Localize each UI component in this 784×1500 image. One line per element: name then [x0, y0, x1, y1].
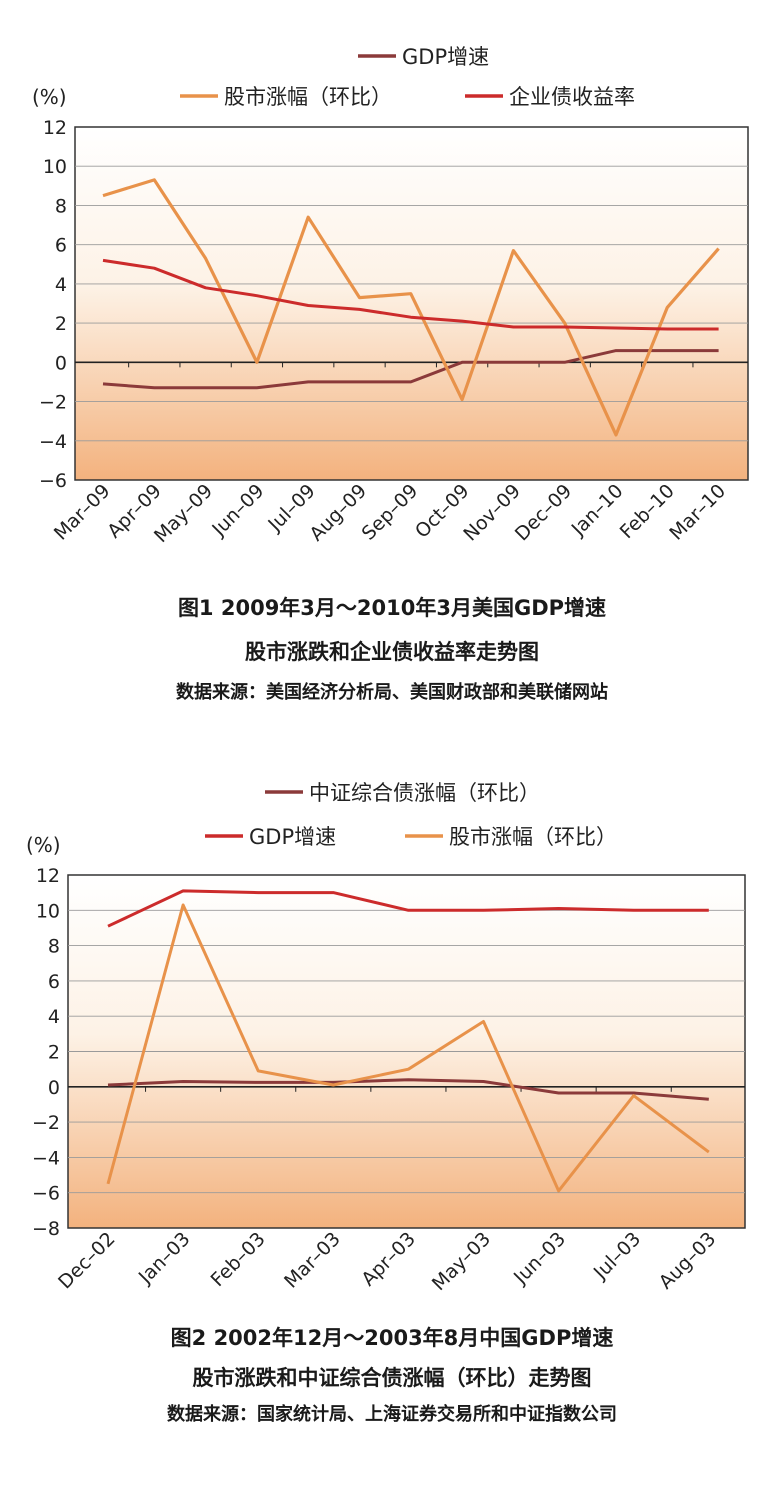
chart-2-caption-source: 数据来源：国家统计局、上海证券交易所和中证指数公司: [167, 1404, 617, 1425]
series-line: [107, 1078, 709, 1101]
x-tick-label: Aug–03: [655, 1228, 721, 1294]
y-tick-label: 8: [48, 936, 60, 958]
chart-2-caption-line1: 图2 2002年12月～2003年8月中国GDP增速: [170, 1326, 614, 1350]
chart-1-caption-source: 数据来源：美国经济分析局、美国财政部和美联储网站: [176, 682, 608, 703]
legend-label: 股市涨幅（环比）: [449, 825, 617, 849]
chart-1: 121086420−2−4−6Mar–09Apr–09May–09Jun–09J…: [32, 45, 749, 547]
legend-label: 中证综合债涨幅（环比）: [309, 781, 540, 805]
x-tick-label: Feb–03: [207, 1228, 270, 1291]
legend-label: GDP增速: [249, 825, 336, 849]
y-tick-label: 6: [55, 235, 67, 257]
y-tick-label: 4: [55, 274, 67, 296]
y-tick-label: 2: [48, 1042, 60, 1064]
y-tick-label: −2: [39, 392, 67, 414]
y-tick-label: −8: [32, 1218, 60, 1240]
chart-1-caption-line1: 图1 2009年3月～2010年3月美国GDP增速: [177, 596, 607, 620]
x-tick-label: Apr–03: [357, 1228, 420, 1291]
x-tick-label: Nov–09: [459, 480, 525, 546]
series-line: [107, 889, 709, 928]
y-tick-label: −6: [39, 470, 67, 492]
plot-area: [74, 126, 749, 481]
y-tick-label: 0: [55, 352, 67, 374]
chart-2-caption-line2: 股市涨跌和中证综合债涨幅（环比）走势图: [192, 1366, 592, 1390]
x-tick-label: Sep–09: [358, 480, 423, 545]
legend-label: 企业债收益率: [509, 85, 635, 109]
x-tick-label: Jun–03: [509, 1228, 570, 1289]
x-tick-label: Dec–09: [511, 480, 576, 545]
series-line: [102, 258, 719, 331]
series-line: [102, 178, 720, 437]
x-tick-label: Jan–03: [134, 1228, 195, 1289]
y-unit-label: (%): [26, 833, 61, 857]
y-tick-label: 10: [43, 156, 67, 178]
y-tick-label: −4: [39, 431, 67, 453]
x-tick-label: Dec–02: [54, 1228, 119, 1293]
y-unit-label: (%): [32, 85, 67, 109]
y-tick-label: 8: [55, 195, 67, 217]
y-tick-label: 10: [36, 900, 60, 922]
y-tick-label: −4: [32, 1147, 60, 1169]
x-tick-label: Jul–03: [589, 1228, 645, 1284]
x-tick-label: Mar–03: [280, 1228, 345, 1293]
x-tick-label: Mar–10: [665, 480, 730, 545]
legend-label: 股市涨幅（环比）: [224, 85, 392, 109]
series-line: [106, 903, 710, 1193]
y-tick-label: 12: [36, 865, 60, 887]
y-tick-label: 6: [48, 971, 60, 993]
x-tick-label: Aug–09: [305, 480, 371, 546]
y-tick-label: 0: [48, 1077, 60, 1099]
y-tick-label: −2: [32, 1112, 60, 1134]
y-tick-label: −6: [32, 1183, 60, 1205]
x-tick-label: Jun–09: [207, 480, 268, 541]
chart-1-caption-line2: 股市涨跌和企业债收益率走势图: [245, 640, 539, 664]
series-line: [102, 349, 719, 390]
x-tick-label: May–03: [428, 1228, 495, 1295]
y-tick-label: 4: [48, 1006, 60, 1028]
y-tick-label: 12: [43, 117, 67, 139]
y-tick-label: 2: [55, 313, 67, 335]
legend-label: GDP增速: [402, 45, 489, 69]
